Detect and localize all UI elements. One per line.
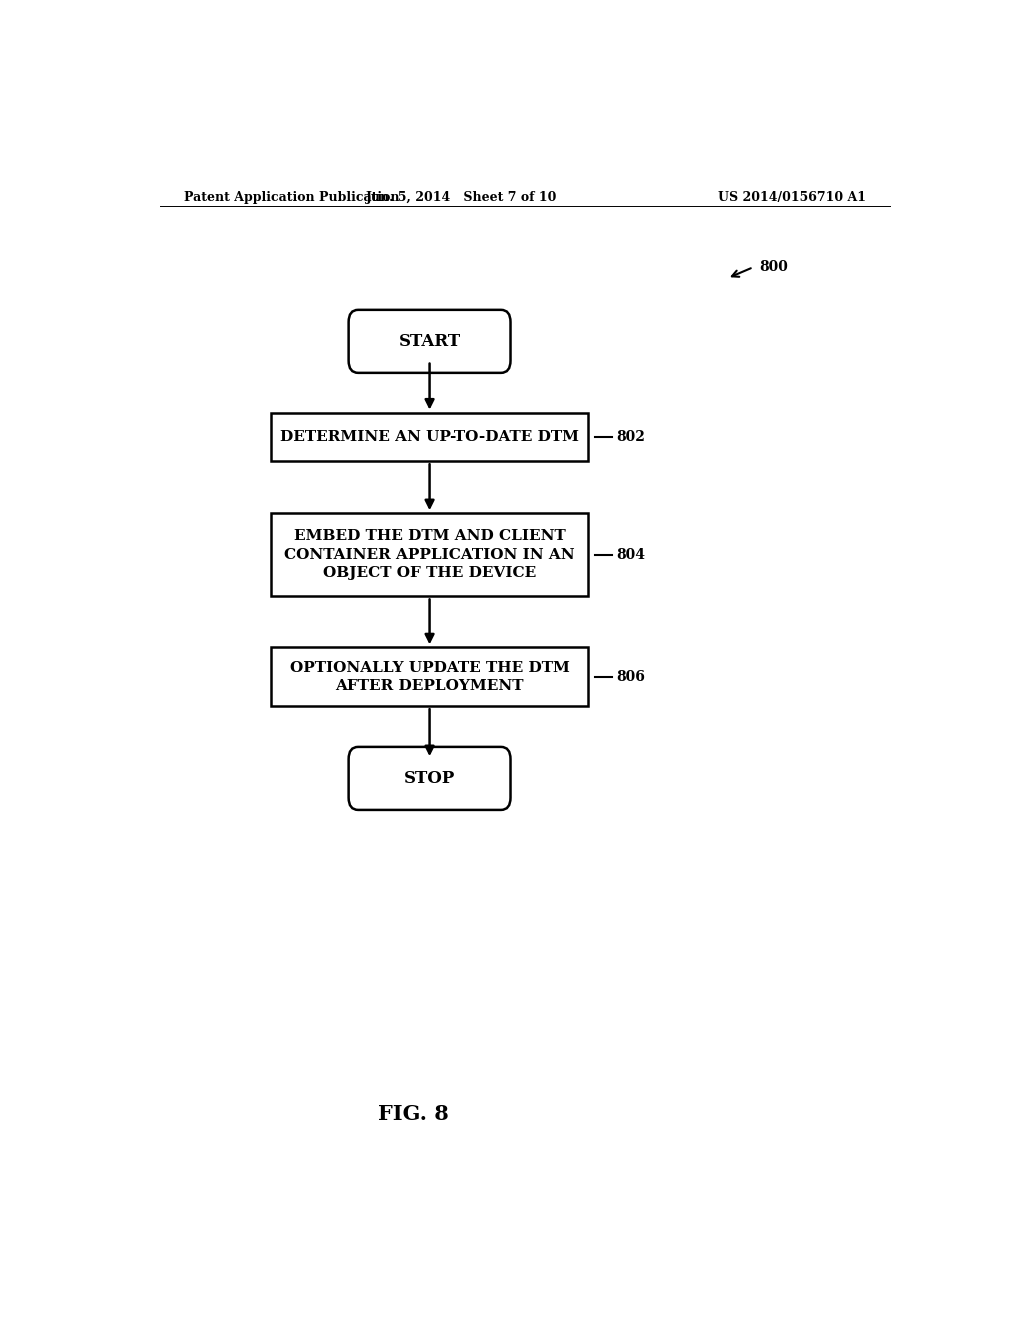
Text: US 2014/0156710 A1: US 2014/0156710 A1 [718,190,866,203]
Text: 804: 804 [616,548,645,562]
FancyBboxPatch shape [270,513,588,597]
FancyBboxPatch shape [270,647,588,706]
Text: 800: 800 [759,260,787,275]
Text: STOP: STOP [403,770,456,787]
FancyBboxPatch shape [270,412,588,461]
Text: OPTIONALLY UPDATE THE DTM
AFTER DEPLOYMENT: OPTIONALLY UPDATE THE DTM AFTER DEPLOYME… [290,660,569,693]
FancyBboxPatch shape [348,310,511,372]
Text: 802: 802 [616,430,645,444]
Text: EMBED THE DTM AND CLIENT
CONTAINER APPLICATION IN AN
OBJECT OF THE DEVICE: EMBED THE DTM AND CLIENT CONTAINER APPLI… [285,529,574,581]
Text: FIG. 8: FIG. 8 [378,1104,450,1123]
FancyBboxPatch shape [348,747,511,810]
Text: Patent Application Publication: Patent Application Publication [183,190,399,203]
Text: START: START [398,333,461,350]
Text: DETERMINE AN UP-TO-DATE DTM: DETERMINE AN UP-TO-DATE DTM [281,430,579,444]
Text: 806: 806 [616,669,645,684]
Text: Jun. 5, 2014   Sheet 7 of 10: Jun. 5, 2014 Sheet 7 of 10 [366,190,557,203]
